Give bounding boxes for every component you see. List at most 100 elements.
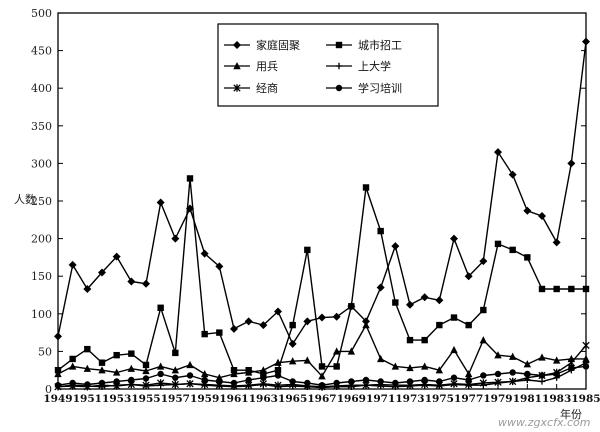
data-point	[83, 284, 92, 293]
data-point	[406, 363, 414, 372]
series-square	[54, 175, 590, 378]
watermark: www.zgxcfx.com	[498, 416, 590, 429]
data-point	[538, 353, 546, 361]
x-tick-label: 1965	[278, 393, 307, 405]
data-point	[172, 349, 179, 357]
data-point	[582, 37, 590, 46]
data-point	[215, 262, 224, 271]
data-point	[420, 293, 429, 302]
data-point	[127, 277, 136, 286]
data-point	[142, 381, 150, 389]
legend-swatch-marker	[233, 41, 241, 49]
series-triangle	[54, 321, 590, 381]
data-point	[157, 370, 164, 378]
data-point	[523, 360, 532, 368]
data-point	[377, 227, 384, 235]
y-tick-label: 0	[45, 383, 52, 396]
data-point	[289, 378, 296, 385]
data-point	[406, 336, 414, 344]
data-point	[54, 369, 62, 378]
data-point	[362, 184, 370, 191]
data-point	[171, 380, 179, 389]
data-point	[553, 370, 560, 378]
legend-box	[217, 23, 439, 107]
x-tick-label: 1949	[43, 393, 72, 405]
x-tick-label: 1981	[513, 393, 542, 405]
legend-item: 经商	[224, 81, 278, 95]
series-layer	[54, 37, 590, 391]
data-point	[186, 360, 194, 369]
data-point	[186, 175, 194, 182]
legend-label: 用兵	[256, 60, 278, 73]
data-point	[509, 369, 516, 376]
data-point	[494, 378, 502, 386]
y-tick-label: 50	[38, 345, 52, 358]
legend-swatch-marker	[233, 84, 241, 92]
data-point	[553, 285, 560, 293]
legend-label: 经商	[256, 81, 278, 95]
data-point	[464, 272, 473, 281]
data-point	[54, 382, 62, 389]
y-axis-ticks: 0 50 100 150 200 250 300 350 400 450 500	[31, 7, 586, 396]
data-point	[348, 303, 355, 310]
data-point	[406, 378, 414, 385]
data-point	[98, 268, 106, 277]
data-point	[259, 380, 267, 388]
series-line	[57, 324, 586, 379]
data-point	[479, 379, 487, 387]
data-point	[436, 378, 443, 385]
y-axis-title: 人数	[14, 193, 36, 206]
data-point	[362, 321, 370, 329]
legend-label: 家庭固聚	[256, 38, 300, 52]
data-point	[464, 369, 473, 378]
data-point	[479, 257, 488, 266]
data-point	[259, 366, 268, 374]
data-point	[157, 304, 164, 311]
data-point	[156, 198, 165, 207]
data-point	[303, 356, 312, 364]
data-point	[465, 376, 472, 384]
data-point	[568, 285, 575, 293]
data-point	[289, 321, 296, 329]
data-point	[420, 362, 429, 370]
data-point	[142, 361, 150, 369]
data-point	[98, 366, 106, 374]
data-point	[421, 336, 428, 344]
x-tick-label: 1967	[307, 393, 336, 405]
data-point	[69, 355, 76, 363]
data-point	[406, 300, 414, 309]
data-point	[128, 376, 135, 384]
data-point	[244, 368, 253, 376]
data-point	[68, 362, 77, 370]
data-point	[112, 252, 121, 261]
x-tick-label: 1971	[366, 393, 395, 405]
data-point	[435, 366, 444, 374]
data-point	[494, 370, 502, 378]
data-point	[98, 379, 106, 387]
x-tick-label: 1969	[337, 393, 366, 405]
data-point	[524, 254, 531, 261]
data-point	[582, 285, 590, 293]
data-point	[142, 375, 150, 382]
data-point	[68, 260, 77, 269]
y-tick-label: 100	[31, 308, 52, 321]
data-point	[201, 376, 208, 384]
legend-swatch-marker	[335, 84, 343, 92]
data-point	[127, 364, 136, 372]
data-point	[98, 359, 106, 366]
series-circle	[54, 363, 590, 389]
data-point	[318, 372, 326, 380]
data-point	[304, 379, 311, 387]
x-tick-label: 1979	[483, 393, 512, 405]
data-point	[465, 321, 472, 329]
data-point	[230, 324, 238, 333]
data-point	[288, 339, 297, 348]
data-point	[332, 347, 341, 355]
x-tick-label: 1973	[395, 393, 424, 405]
legend-label: 上大学	[358, 59, 391, 73]
data-point	[54, 332, 62, 341]
data-point	[391, 242, 400, 251]
data-point	[508, 352, 517, 360]
